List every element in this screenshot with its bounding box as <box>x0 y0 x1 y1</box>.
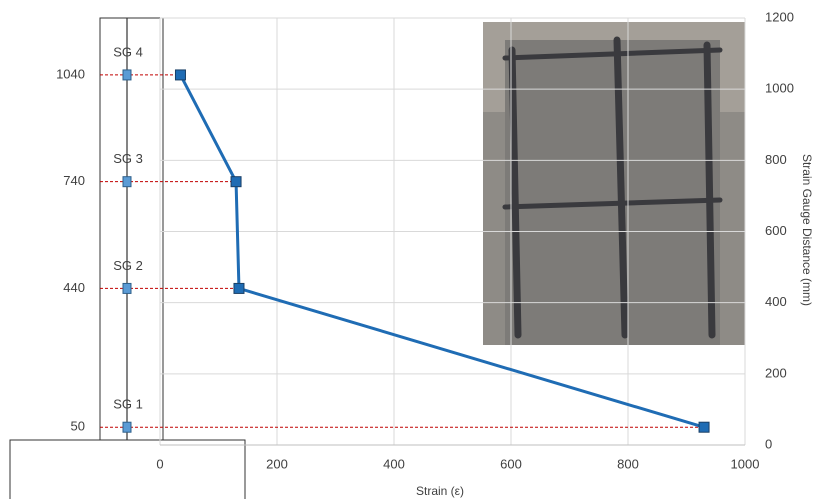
x-tick-label: 200 <box>266 456 288 471</box>
gauge-position-label: 50 <box>71 419 85 434</box>
data-point <box>234 283 244 293</box>
x-tick-label: 0 <box>156 456 163 471</box>
gauge-label: SG 2 <box>113 258 143 273</box>
gauge-label: SG 3 <box>113 151 143 166</box>
gauge-position-label: 440 <box>63 280 85 295</box>
gauge-position-label: 1040 <box>56 66 85 81</box>
gauge-label: SG 1 <box>113 397 143 412</box>
y-tick-label: 600 <box>765 223 787 238</box>
x-tick-label: 800 <box>617 456 639 471</box>
page: {"chart_data": {"type": "line", "x_label… <box>0 0 813 499</box>
footing-outline <box>10 440 245 499</box>
chart: 0 200 400 600 800 1000 0 200 400 600 800 1000 1200 50… <box>0 0 813 499</box>
x-tick-label: 400 <box>383 456 405 471</box>
photo <box>483 22 745 345</box>
gauge-marker <box>123 283 131 293</box>
y-tick-label: 200 <box>765 365 787 380</box>
y-tick-label: 0 <box>765 436 772 451</box>
gauge-marker <box>123 70 131 80</box>
y-tick-label: 1000 <box>765 81 794 96</box>
gauge-position-label: 740 <box>63 173 85 188</box>
y-tick-label: 1200 <box>765 9 794 24</box>
column-outline <box>100 18 163 440</box>
y-axis-title: Strain Gauge Distance (mm) <box>800 154 813 306</box>
data-point <box>231 177 241 187</box>
data-point <box>175 70 185 80</box>
y-tick-label: 800 <box>765 152 787 167</box>
y-tick-label: 400 <box>765 294 787 309</box>
x-tick-label: 600 <box>500 456 522 471</box>
x-tick-label: 1000 <box>731 456 760 471</box>
x-axis-title: Strain (ε) <box>416 484 464 498</box>
gauge-marker <box>123 177 131 187</box>
gauge-marker <box>123 422 131 432</box>
data-point <box>699 422 709 432</box>
photo-column <box>505 40 720 345</box>
gauge-label: SG 4 <box>113 44 143 59</box>
